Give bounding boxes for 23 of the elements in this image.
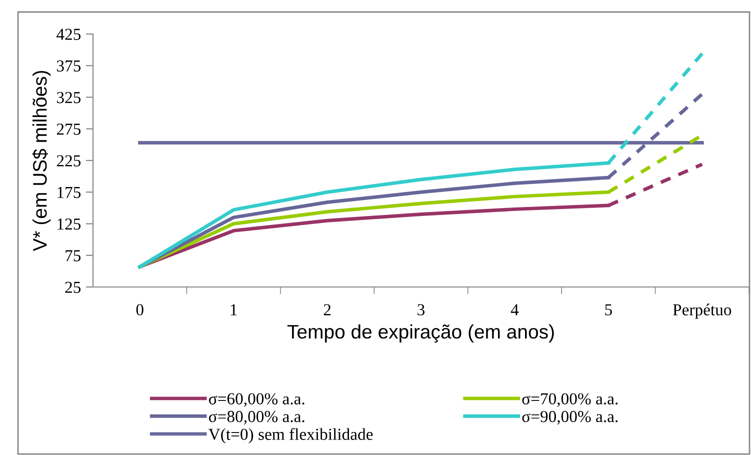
legend-label: σ=70,00% a.a. <box>522 393 618 407</box>
legend-label: σ=60,00% a.a. <box>208 393 304 407</box>
y-tick-label: 275 <box>56 124 81 135</box>
y-tick-label: 175 <box>58 186 81 198</box>
y-tick-label: 125 <box>58 218 81 230</box>
x-tick-label: Perpétuo <box>673 304 732 319</box>
x-tick-label: 0 <box>136 304 144 316</box>
x-tick-label: 5 <box>605 304 612 316</box>
x-tick-label: 1 <box>230 304 237 316</box>
x-tick-label: 2 <box>324 304 331 316</box>
y-tick-label: 75 <box>66 250 81 262</box>
legend-label: σ=80,00% a.a. <box>208 410 304 425</box>
y-tick-label: 25 <box>65 282 81 293</box>
x-axis-title: Tempo de expiração (em anos) <box>287 324 554 343</box>
y-axis-title: V* (em US$ milhões) <box>32 70 51 252</box>
y-tick-label: 425 <box>56 28 81 40</box>
x-tick-label: 3 <box>418 304 425 316</box>
legend-label: σ=90,00% a.a. <box>522 410 618 425</box>
y-tick-label: 325 <box>56 92 81 104</box>
legend-label: V(t=0) sem flexibilidade <box>208 428 373 444</box>
y-tick-label: 375 <box>56 60 81 72</box>
x-tick-label: 4 <box>510 304 519 316</box>
y-tick-label: 225 <box>56 155 81 166</box>
